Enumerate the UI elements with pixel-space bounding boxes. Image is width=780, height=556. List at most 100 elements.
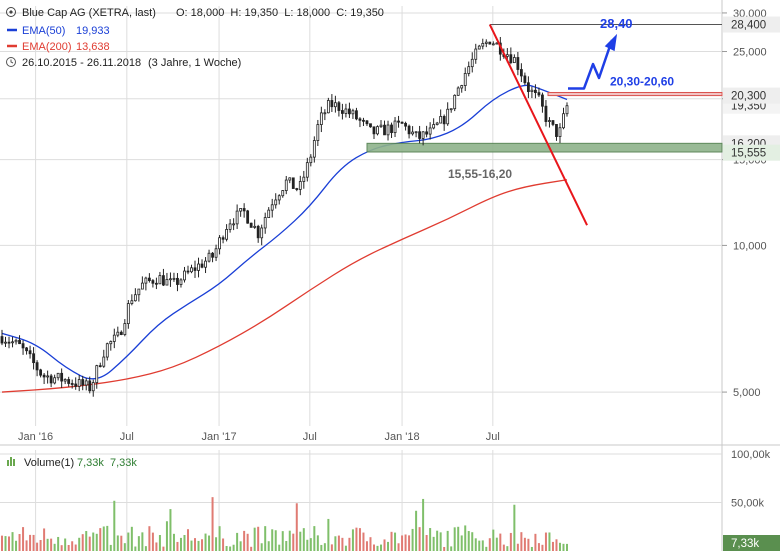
volume-bar bbox=[502, 544, 505, 551]
chart-title: Blue Cap AG (XETRA, last) bbox=[22, 7, 156, 19]
volume-bar bbox=[274, 530, 277, 551]
volume-bar bbox=[320, 544, 323, 551]
volume-bar bbox=[327, 518, 330, 551]
candle-body bbox=[383, 124, 386, 136]
volume-bar bbox=[137, 536, 140, 551]
volume-bar bbox=[215, 537, 218, 551]
candle-body bbox=[98, 365, 102, 368]
volume-bar bbox=[495, 537, 498, 551]
candle-body bbox=[225, 229, 228, 240]
volume-icon-bar1 bbox=[7, 460, 9, 466]
candle-body bbox=[495, 42, 499, 45]
volume-bar bbox=[267, 541, 270, 551]
candle-body bbox=[474, 48, 478, 60]
candle-body bbox=[348, 108, 351, 115]
candle-body bbox=[155, 282, 158, 285]
candle-body bbox=[84, 380, 88, 386]
volume-bar bbox=[236, 532, 239, 551]
volume-bar bbox=[211, 497, 214, 551]
resistance-badge: 20,300 bbox=[731, 91, 766, 103]
volume-bar bbox=[516, 543, 519, 551]
candle-body bbox=[530, 89, 534, 92]
candle-body bbox=[253, 225, 257, 228]
candle-body bbox=[316, 124, 320, 141]
candle-body bbox=[534, 89, 537, 94]
time-tick-label: Jul bbox=[120, 431, 134, 443]
candle-body bbox=[140, 282, 144, 290]
candle-body bbox=[435, 122, 439, 125]
candle-body bbox=[551, 120, 555, 125]
candle-body bbox=[133, 294, 137, 302]
volume-bar bbox=[99, 528, 102, 551]
volume-bar bbox=[246, 533, 249, 551]
volume-bar bbox=[22, 527, 25, 551]
volume-bar bbox=[436, 530, 439, 551]
candle-body bbox=[390, 124, 393, 134]
candle-body bbox=[467, 66, 471, 74]
candle-body bbox=[67, 379, 71, 384]
candle-body bbox=[288, 177, 292, 181]
candle-body bbox=[369, 123, 372, 128]
candle-body bbox=[449, 108, 453, 111]
time-tick-label: Jan '18 bbox=[384, 431, 419, 443]
candle-body bbox=[400, 121, 404, 124]
candle-body bbox=[319, 112, 323, 125]
candle-body bbox=[270, 204, 274, 211]
volume-bar bbox=[506, 546, 509, 551]
resistance-zone bbox=[547, 91, 723, 97]
clock-icon bbox=[6, 57, 16, 67]
volume-bar bbox=[144, 546, 147, 551]
high-badge-bg bbox=[723, 16, 780, 33]
candle-body bbox=[512, 57, 516, 64]
candle-body bbox=[565, 105, 569, 115]
candle-body bbox=[418, 131, 422, 139]
candle-body bbox=[558, 127, 562, 137]
volume-bar bbox=[253, 527, 256, 551]
candle-body bbox=[39, 369, 43, 376]
date-range-note: (3 Jahre, 1 Woche) bbox=[148, 57, 241, 69]
volume-bar bbox=[432, 536, 435, 551]
volume-bar bbox=[165, 521, 168, 551]
price-tick-label: 10,000 bbox=[733, 240, 767, 252]
candle-body bbox=[291, 177, 295, 189]
volume-bar bbox=[527, 538, 530, 551]
candle-body bbox=[102, 356, 106, 367]
chart-legend: Blue Cap AG (XETRA, last) O: 18,000 H: 1… bbox=[6, 7, 384, 69]
volume-panel: 100,00k 50,00k 7,33k bbox=[0, 449, 780, 551]
candle-body bbox=[123, 323, 127, 335]
candle-body bbox=[239, 208, 243, 212]
candle-body bbox=[0, 336, 4, 344]
volume-bar bbox=[78, 537, 81, 551]
candle-body bbox=[358, 118, 362, 121]
ema-lines bbox=[1, 84, 568, 393]
volume-bar bbox=[337, 535, 340, 551]
candle-body bbox=[21, 343, 25, 349]
candle-body bbox=[397, 120, 400, 123]
candle-body bbox=[81, 379, 85, 386]
volume-bar bbox=[408, 535, 411, 551]
volume-bar bbox=[488, 538, 491, 551]
volume-bar bbox=[323, 543, 326, 551]
volume-bar bbox=[520, 532, 523, 551]
volume-bar bbox=[439, 532, 442, 551]
volume-bar bbox=[306, 539, 309, 551]
volume-bar bbox=[376, 545, 379, 551]
volume-icon-bar3 bbox=[13, 459, 15, 466]
volume-bar bbox=[264, 526, 267, 551]
candle-body bbox=[246, 210, 250, 224]
time-tick-label: Jan '17 bbox=[202, 431, 237, 443]
candle-body bbox=[46, 375, 50, 378]
volume-tick-label: 50,00k bbox=[731, 498, 765, 510]
annotations: 15,55-16,20 20,30-20,60 28,40 bbox=[448, 16, 722, 226]
candle-body bbox=[277, 195, 281, 201]
volume-bar bbox=[71, 541, 74, 551]
candle-body bbox=[555, 124, 558, 137]
volume-bar bbox=[239, 541, 242, 551]
volume-bar bbox=[197, 540, 200, 551]
ema50-legend-value: 19,933 bbox=[76, 25, 110, 37]
volume-bar bbox=[299, 531, 302, 551]
volume-bar bbox=[471, 532, 474, 551]
volume-bar bbox=[330, 544, 333, 551]
candle-body bbox=[158, 275, 162, 285]
support-badge: 15,555 bbox=[731, 148, 766, 160]
